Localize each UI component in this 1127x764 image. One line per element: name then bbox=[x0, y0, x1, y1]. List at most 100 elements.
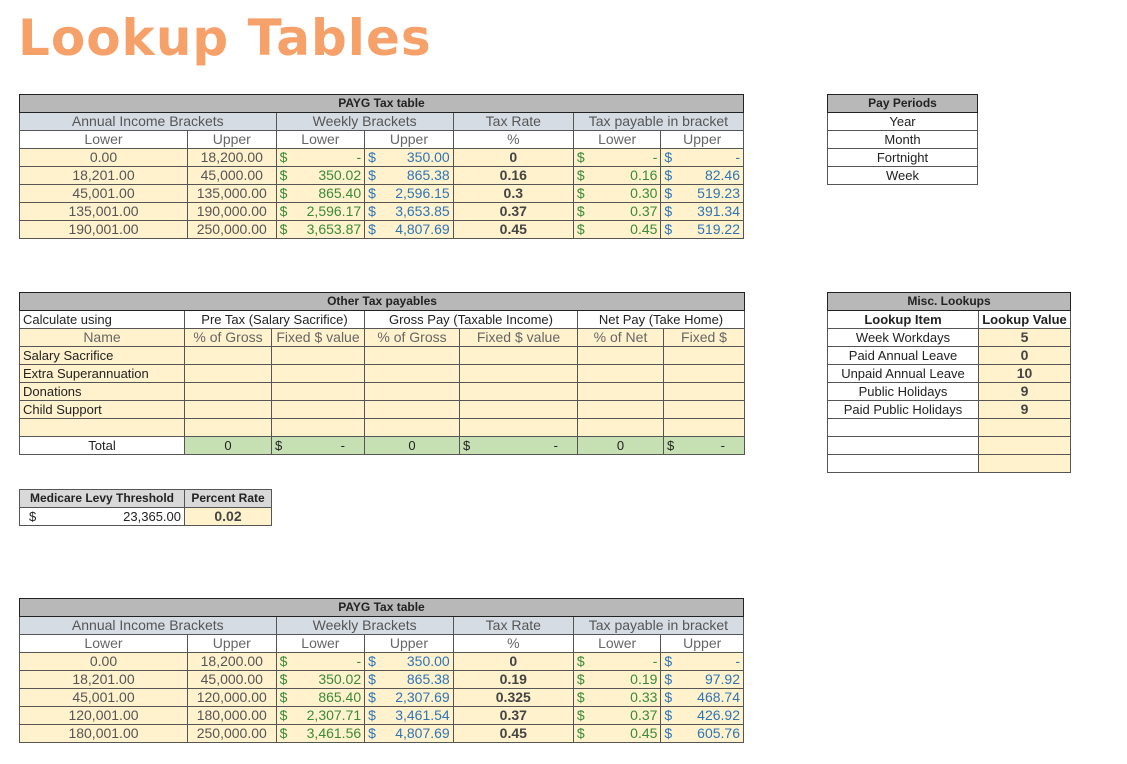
cell[interactable] bbox=[662, 364, 746, 383]
cell[interactable] bbox=[184, 346, 272, 365]
cell[interactable]: 0.00 bbox=[19, 652, 188, 671]
cell[interactable]: $0.45 bbox=[572, 724, 662, 743]
cell[interactable]: 250,000.00 bbox=[186, 724, 277, 743]
group-net-pay[interactable]: Net Pay (Take Home) bbox=[576, 310, 746, 329]
pay-period-month[interactable]: Month bbox=[827, 130, 978, 149]
cell[interactable] bbox=[271, 418, 365, 437]
payg2-sub-payable-lower[interactable]: Lower bbox=[572, 634, 662, 653]
cell[interactable] bbox=[184, 400, 272, 419]
cell[interactable] bbox=[662, 400, 746, 419]
cell[interactable] bbox=[577, 400, 664, 419]
payg2-sub-annual-upper[interactable]: Upper bbox=[186, 634, 277, 653]
cell[interactable] bbox=[459, 418, 578, 437]
cell[interactable]: $0.37 bbox=[572, 706, 662, 725]
cell[interactable]: 120,001.00 bbox=[19, 706, 188, 725]
payg1-sub-payable-upper[interactable]: Upper bbox=[660, 130, 744, 149]
payg2-sub-payable-upper[interactable]: Upper bbox=[660, 634, 744, 653]
cell[interactable]: 0.37 bbox=[452, 202, 574, 221]
cell[interactable] bbox=[184, 382, 272, 401]
cell[interactable] bbox=[459, 382, 578, 401]
cell[interactable]: $865.38 bbox=[364, 670, 454, 689]
lookup-value[interactable]: 9 bbox=[978, 400, 1071, 419]
lookup-value[interactable]: 5 bbox=[978, 328, 1071, 347]
cell[interactable] bbox=[459, 346, 578, 365]
cell[interactable]: 45,001.00 bbox=[19, 184, 188, 203]
group-gross-pay[interactable]: Gross Pay (Taxable Income) bbox=[364, 310, 578, 329]
lookup-item[interactable]: Paid Public Holidays bbox=[827, 400, 979, 419]
cell[interactable] bbox=[271, 346, 365, 365]
cell[interactable]: $0.45 bbox=[572, 220, 662, 239]
cell[interactable] bbox=[662, 382, 746, 401]
lookup-item[interactable] bbox=[827, 454, 979, 473]
medicare-percent-rate-value[interactable]: 0.02 bbox=[184, 507, 272, 526]
payg1-group-weekly[interactable]: Weekly Brackets bbox=[275, 112, 454, 131]
pay-period-week[interactable]: Week bbox=[827, 166, 978, 185]
cell[interactable]: $3,653.87 bbox=[275, 220, 366, 239]
cell[interactable]: 180,001.00 bbox=[19, 724, 188, 743]
cell[interactable]: $350.00 bbox=[364, 148, 454, 167]
lookup-item[interactable]: Public Holidays bbox=[827, 382, 979, 401]
lookup-item[interactable] bbox=[827, 418, 979, 437]
cell[interactable] bbox=[364, 382, 460, 401]
cell[interactable]: 250,000.00 bbox=[186, 220, 277, 239]
cell[interactable]: $865.40 bbox=[275, 184, 366, 203]
payg1-sub-payable-lower[interactable]: Lower bbox=[572, 130, 662, 149]
payg2-group-rate[interactable]: Tax Rate bbox=[452, 616, 574, 635]
pay-period-fortnight[interactable]: Fortnight bbox=[827, 148, 978, 167]
col-lookup-value[interactable]: Lookup Value bbox=[978, 310, 1071, 329]
col-gross-pct[interactable]: % of Gross bbox=[364, 328, 460, 347]
cell[interactable]: $391.34 bbox=[660, 202, 744, 221]
cell[interactable]: $0.37 bbox=[572, 202, 662, 221]
cell[interactable] bbox=[271, 364, 365, 383]
cell[interactable]: $350.00 bbox=[364, 652, 454, 671]
cell[interactable]: $97.92 bbox=[660, 670, 744, 689]
cell[interactable] bbox=[364, 346, 460, 365]
payg2-sub-weekly-lower[interactable]: Lower bbox=[275, 634, 366, 653]
cell[interactable]: 45,000.00 bbox=[186, 166, 277, 185]
payg1-group-payable[interactable]: Tax payable in bracket bbox=[572, 112, 745, 131]
cell[interactable]: 0.16 bbox=[452, 166, 574, 185]
payg1-group-rate[interactable]: Tax Rate bbox=[452, 112, 574, 131]
cell[interactable]: 135,001.00 bbox=[19, 202, 188, 221]
total-pre-pct[interactable]: 0 bbox=[184, 436, 272, 455]
cell[interactable]: $0.33 bbox=[572, 688, 662, 707]
total-net-pct[interactable]: 0 bbox=[577, 436, 664, 455]
cell[interactable]: 0.37 bbox=[452, 706, 574, 725]
lookup-value[interactable]: 10 bbox=[978, 364, 1071, 383]
cell[interactable]: $0.19 bbox=[572, 670, 662, 689]
cell[interactable] bbox=[364, 364, 460, 383]
col-medicare-threshold[interactable]: Medicare Levy Threshold bbox=[19, 489, 185, 508]
col-percent-rate[interactable]: Percent Rate bbox=[184, 489, 272, 508]
cell[interactable]: 18,200.00 bbox=[186, 148, 277, 167]
cell[interactable] bbox=[19, 418, 185, 437]
cell[interactable]: 190,001.00 bbox=[19, 220, 188, 239]
cell[interactable]: $4,807.69 bbox=[364, 220, 454, 239]
cell[interactable] bbox=[184, 364, 272, 383]
payg2-sub-pct[interactable]: % bbox=[452, 634, 574, 653]
cell[interactable]: 0 bbox=[452, 148, 574, 167]
medicare-threshold-value[interactable]: $23,365.00 bbox=[19, 507, 185, 526]
cell[interactable]: 190,000.00 bbox=[186, 202, 277, 221]
cell[interactable] bbox=[364, 400, 460, 419]
cell[interactable]: $605.76 bbox=[660, 724, 744, 743]
col-net-pct[interactable]: % of Net bbox=[577, 328, 664, 347]
payg1-group-annual[interactable]: Annual Income Brackets bbox=[19, 112, 277, 131]
lookup-item[interactable]: Week Workdays bbox=[827, 328, 979, 347]
payg1-sub-annual-lower[interactable]: Lower bbox=[19, 130, 188, 149]
col-name[interactable]: Name bbox=[19, 328, 185, 347]
lookup-value[interactable]: 9 bbox=[978, 382, 1071, 401]
total-pre-fixed[interactable]: $ - bbox=[271, 436, 365, 455]
cell[interactable]: $2,596.15 bbox=[364, 184, 454, 203]
cell[interactable]: 120,000.00 bbox=[186, 688, 277, 707]
cell[interactable]: 180,000.00 bbox=[186, 706, 277, 725]
payg1-sub-annual-upper[interactable]: Upper bbox=[186, 130, 277, 149]
lookup-value[interactable]: 0 bbox=[978, 346, 1071, 365]
cell[interactable]: $2,596.17 bbox=[275, 202, 366, 221]
cell[interactable]: $350.02 bbox=[275, 166, 366, 185]
cell[interactable]: 0.3 bbox=[452, 184, 574, 203]
col-lookup-item[interactable]: Lookup Item bbox=[827, 310, 979, 329]
cell[interactable] bbox=[459, 364, 578, 383]
cell[interactable] bbox=[577, 364, 664, 383]
cell[interactable]: 135,000.00 bbox=[186, 184, 277, 203]
cell[interactable]: $865.40 bbox=[275, 688, 366, 707]
